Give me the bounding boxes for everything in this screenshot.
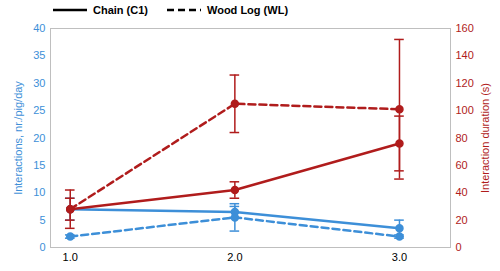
svg-text:120: 120 (456, 77, 474, 89)
svg-text:Interactions, nr./pig/day: Interactions, nr./pig/day (12, 81, 24, 195)
svg-text:1.0: 1.0 (63, 251, 78, 263)
svg-text:100: 100 (456, 104, 474, 116)
svg-text:3.0: 3.0 (392, 251, 407, 263)
html-text:Chain (C1): Chain (C1) (93, 4, 148, 16)
svg-text:30: 30 (33, 77, 45, 89)
html-text:Wood Log (WL): Wood Log (WL) (207, 4, 288, 16)
svg-text:25: 25 (33, 104, 45, 116)
svg-text:0: 0 (39, 241, 45, 253)
svg-text:80: 80 (456, 132, 468, 144)
svg-text:40: 40 (33, 22, 45, 34)
svg-text:40: 40 (456, 186, 468, 198)
svg-text:5: 5 (39, 214, 45, 226)
svg-text:35: 35 (33, 49, 45, 61)
svg-text:2.0: 2.0 (227, 251, 242, 263)
svg-text:160: 160 (456, 22, 474, 34)
svg-text:0: 0 (456, 241, 462, 253)
svg-text:15: 15 (33, 159, 45, 171)
svg-text:140: 140 (456, 49, 474, 61)
svg-text:60: 60 (456, 159, 468, 171)
svg-text:20: 20 (33, 132, 45, 144)
svg-text:10: 10 (33, 186, 45, 198)
svg-text:Interaction duration (s): Interaction duration (s) (479, 83, 491, 193)
svg-text:20: 20 (456, 214, 468, 226)
